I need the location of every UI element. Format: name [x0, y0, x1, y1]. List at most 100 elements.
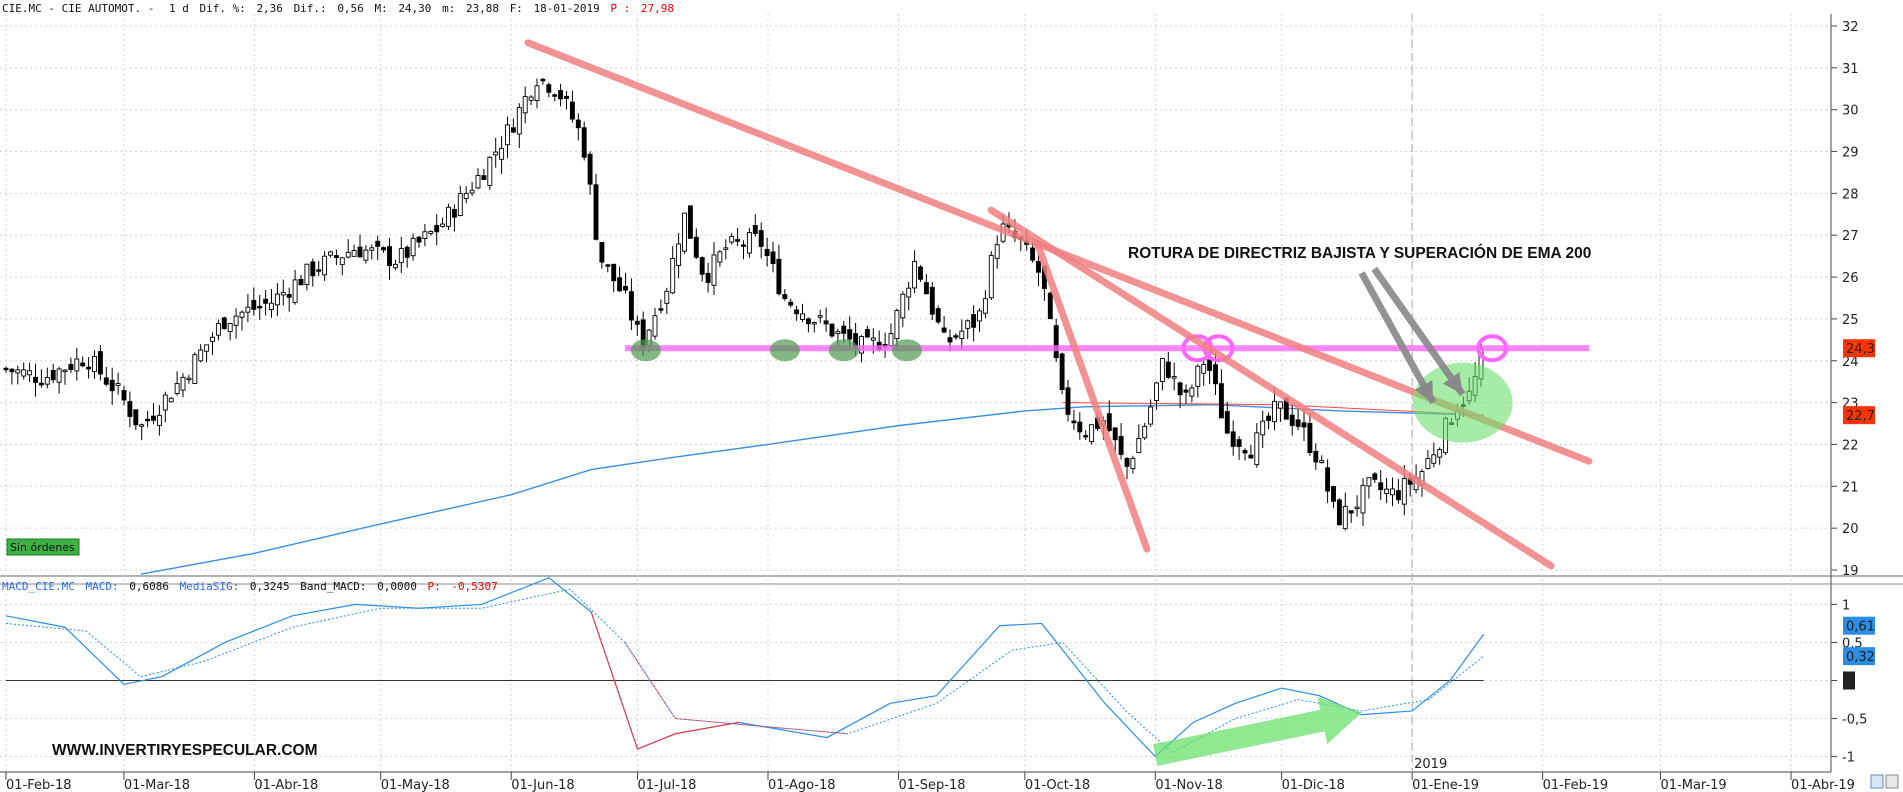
macd-header-signal-label: MediaSIG: — [180, 580, 240, 593]
save-icon[interactable] — [1870, 774, 1884, 789]
candle-body — [115, 383, 121, 386]
candle-body — [3, 367, 9, 371]
candle-body — [1059, 353, 1065, 391]
candle-body — [811, 322, 817, 325]
candle-body — [923, 282, 929, 295]
macd-header-signal: 0,3245 — [250, 580, 290, 593]
candle-body — [446, 206, 451, 227]
price-tick-label: 32 — [1842, 20, 1859, 35]
candle-body — [935, 308, 941, 323]
candle-body — [658, 308, 664, 311]
candle-body — [392, 263, 398, 269]
candle-body — [717, 251, 723, 263]
date-tick-label: 01-Mar-19 — [1661, 778, 1727, 792]
candle-body — [770, 251, 776, 264]
candle-body — [1213, 364, 1218, 385]
candle-body — [870, 337, 876, 341]
candle-body — [345, 251, 351, 258]
candle-body — [398, 248, 404, 264]
date-tick-label: 01-Ene-19 — [1412, 778, 1479, 792]
candle-body — [847, 329, 853, 340]
candle-body — [912, 261, 918, 289]
candle-body — [776, 258, 782, 295]
candle-body — [493, 151, 499, 156]
ema200-line — [140, 404, 1484, 575]
date-tick-label: 01-Jul-18 — [638, 778, 697, 792]
price-tick-label: 31 — [1842, 62, 1859, 77]
candle-body — [1148, 406, 1154, 425]
candle-body — [746, 232, 752, 254]
candle-body — [434, 224, 440, 233]
candle-body — [510, 127, 516, 133]
date-tick-label: 01-Dic-18 — [1282, 778, 1345, 792]
settings-icon[interactable] — [1885, 774, 1899, 789]
last-price-tag-bg — [1843, 339, 1875, 358]
candle-body — [900, 293, 906, 319]
candle-body — [729, 236, 735, 243]
header-p-label: P : — [610, 2, 630, 15]
candle-body — [994, 244, 1000, 259]
candle-body — [92, 356, 97, 372]
date-tick-label: 01-Jun-18 — [511, 778, 575, 792]
zero-value-tag: 0 — [1846, 675, 1854, 690]
candle-body — [1218, 383, 1224, 419]
candle-body — [469, 189, 475, 194]
candle-body — [499, 147, 505, 160]
candle-body — [304, 263, 310, 286]
zero-value-tag-bg — [1843, 671, 1855, 690]
candle-body — [1165, 361, 1171, 378]
date-tick-label: 01-Mar-18 — [124, 778, 190, 792]
candle-body — [1047, 292, 1053, 320]
candle-body — [676, 243, 682, 267]
candle-body — [1230, 431, 1236, 447]
candle-body — [451, 208, 457, 218]
candle-body — [351, 249, 357, 257]
candle-body — [328, 251, 333, 256]
candle-body — [263, 298, 269, 304]
candle-body — [587, 153, 593, 185]
macd-red-segment — [590, 611, 739, 750]
candle-body — [1295, 419, 1301, 427]
header-dif-label: Dif.: — [294, 2, 327, 15]
candle-body — [1360, 484, 1366, 514]
candle-body — [1266, 415, 1272, 422]
candle-body — [162, 394, 168, 411]
candle-body — [1272, 400, 1277, 423]
candle-body — [1142, 425, 1148, 439]
header-min-label: m: — [442, 2, 455, 15]
candle-body — [623, 285, 628, 291]
status-badge-bg[interactable] — [6, 538, 80, 556]
candle-body — [941, 327, 947, 333]
candle-body — [487, 156, 493, 186]
macd-header-p-label: P: — [427, 580, 440, 593]
candle-body — [1106, 413, 1112, 431]
candle-body — [381, 247, 387, 251]
macd-header-macd: 0,6086 — [129, 580, 169, 593]
candle-body — [823, 320, 829, 325]
macd-header-macd-label: MACD: — [85, 580, 118, 593]
candle-body — [894, 310, 900, 340]
candle-body — [687, 205, 693, 239]
candle-body — [1189, 387, 1195, 397]
candle-body — [1254, 432, 1260, 466]
date-tick-label: 01-Abr-19 — [1791, 778, 1855, 792]
candle-body — [1289, 414, 1295, 426]
candle-body — [316, 269, 322, 272]
header-dif: 0,56 — [337, 2, 364, 15]
candle-body — [534, 85, 540, 102]
candle-body — [56, 368, 62, 383]
candle-body — [375, 240, 381, 247]
price-tick-label: 19 — [1842, 564, 1859, 579]
candle-body — [339, 257, 345, 265]
candle-body — [1159, 358, 1165, 382]
candle-body — [617, 277, 623, 292]
candle-body — [298, 279, 304, 286]
candle-body — [280, 292, 286, 296]
candle-body — [664, 290, 670, 304]
candle-body — [841, 325, 847, 334]
candle-body — [80, 362, 86, 367]
candle-body — [558, 90, 564, 100]
status-badge[interactable]: Sin órdenes — [10, 541, 75, 554]
candle-body — [953, 335, 959, 338]
